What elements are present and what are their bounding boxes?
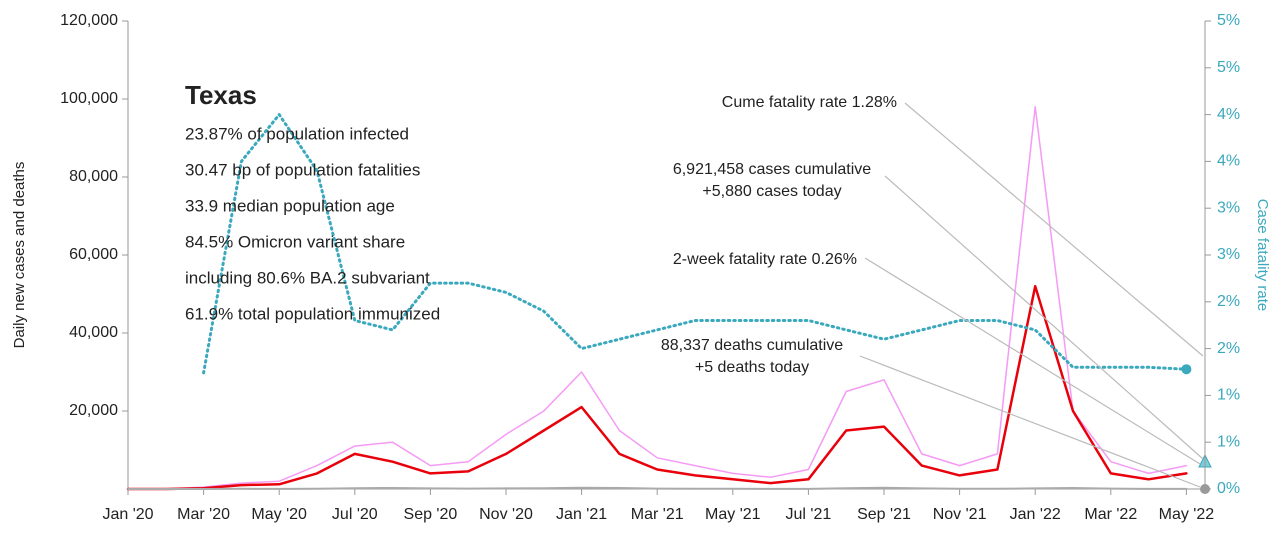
- series-line: [127, 486, 1188, 490]
- y2-tick-label: 4%: [1217, 106, 1240, 123]
- y-tick-label: 100,000: [60, 90, 118, 107]
- y2-tick-label: 1%: [1217, 387, 1240, 404]
- infobox-line: 84.5% Omicron variant share: [185, 232, 405, 251]
- x-tick-label: May '22: [1159, 506, 1215, 523]
- annotation: 88,337 deaths cumulative: [661, 337, 843, 354]
- series-line: [202, 113, 1188, 375]
- infobox-title: Texas: [185, 80, 257, 110]
- x-tick-label: Jul '20: [332, 506, 378, 523]
- annotation: +5,880 cases today: [702, 183, 841, 200]
- y2-tick-label: 1%: [1217, 433, 1240, 450]
- y-tick-label: 60,000: [69, 246, 118, 263]
- y2-tick-label: 3%: [1217, 199, 1240, 216]
- infobox-line: 23.87% of population infected: [185, 124, 409, 143]
- x-tick-label: May '21: [705, 506, 761, 523]
- y2-tick-label: 0%: [1217, 480, 1240, 497]
- series-line: [127, 106, 1188, 490]
- y-tick-label: 80,000: [69, 168, 118, 185]
- y-axis-label: Daily new cases and deaths: [11, 162, 28, 349]
- x-tick-label: Jul '21: [786, 506, 832, 523]
- x-tick-label: Jan '21: [556, 506, 607, 523]
- infobox-line: 33.9 median population age: [185, 196, 395, 215]
- x-tick-label: Mar '20: [177, 506, 230, 523]
- x-tick-label: Sep '21: [857, 506, 911, 523]
- annotation: 2-week fatality rate 0.26%: [673, 251, 857, 268]
- y2-tick-label: 2%: [1217, 293, 1240, 310]
- annotation: +5 deaths today: [695, 359, 809, 376]
- y2-tick-label: 5%: [1217, 12, 1240, 29]
- series-line: [126, 284, 1188, 491]
- y2-tick-label: 3%: [1217, 246, 1240, 263]
- annotation: 6,921,458 cases cumulative: [673, 161, 871, 178]
- x-tick-label: Nov '20: [479, 506, 533, 523]
- annotation: Cume fatality rate 1.28%: [722, 94, 897, 111]
- y-tick-label: 40,000: [69, 324, 118, 341]
- y2-axis-label: Case fatality rate: [1254, 199, 1271, 312]
- y-tick-label: 120,000: [60, 12, 118, 29]
- x-tick-label: Jan '20: [102, 506, 153, 523]
- y2-tick-label: 4%: [1217, 153, 1240, 170]
- callout-line: [859, 355, 1201, 488]
- callout-line: [864, 257, 1201, 465]
- x-tick-label: May '20: [251, 506, 307, 523]
- x-tick-label: Sep '20: [404, 506, 458, 523]
- x-tick-label: Jan '22: [1010, 506, 1061, 523]
- y-tick-label: 20,000: [69, 402, 118, 419]
- x-tick-label: Mar '21: [631, 506, 684, 523]
- y2-tick-label: 5%: [1217, 59, 1240, 76]
- end-marker: [1181, 364, 1192, 375]
- callout-line: [904, 102, 1204, 357]
- infobox-line: including 80.6% BA.2 subvariant: [185, 268, 430, 287]
- infobox-line: 30.47 bp of population fatalities: [185, 160, 420, 179]
- callout-line: [884, 175, 1204, 460]
- y2-tick-label: 2%: [1217, 340, 1240, 357]
- x-tick-label: Mar '22: [1084, 506, 1137, 523]
- x-tick-label: Nov '21: [933, 506, 987, 523]
- infobox-line: 61.9% total population immunized: [185, 304, 440, 323]
